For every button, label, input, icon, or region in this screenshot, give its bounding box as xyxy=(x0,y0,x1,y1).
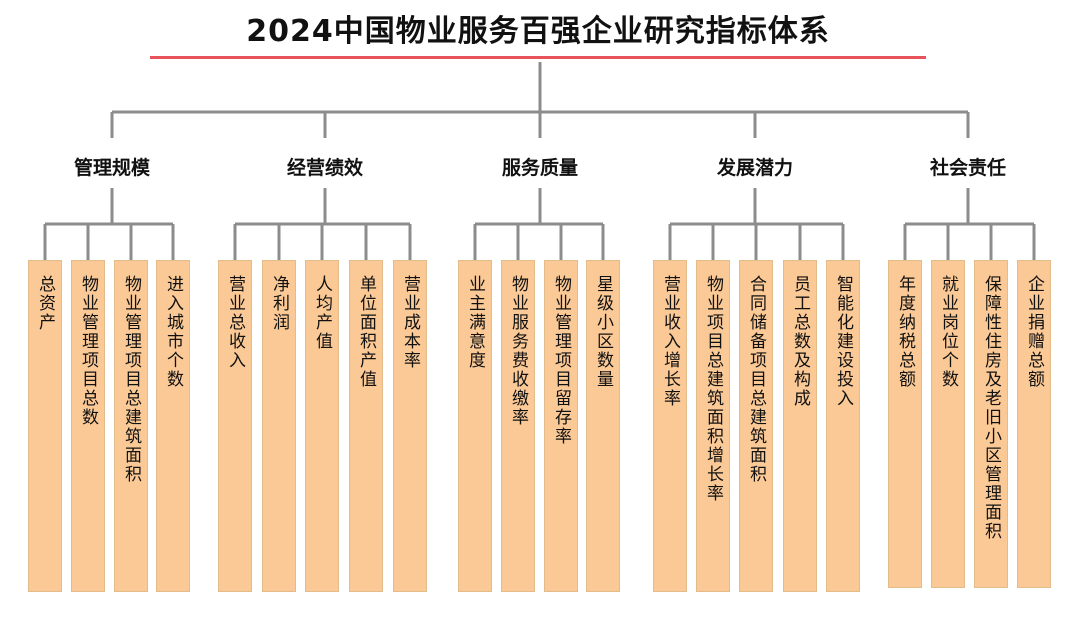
indicator-box: 企业捐赠总额 xyxy=(1017,260,1051,588)
indicator-box: 进入城市个数 xyxy=(156,260,190,592)
indicator-label: 物业项目总建筑面积增长率 xyxy=(703,275,723,503)
indicator-label: 物业服务费收缴率 xyxy=(508,275,528,427)
category-label: 社会责任 xyxy=(929,157,1006,179)
indicator-label: 总资产 xyxy=(35,275,55,332)
indicator-box: 营业收入增长率 xyxy=(653,260,687,592)
indicator-label: 年度纳税总额 xyxy=(895,275,915,389)
indicator-label: 单位面积产值 xyxy=(356,275,376,389)
indicator-box: 年度纳税总额 xyxy=(888,260,922,588)
indicator-box: 营业总收入 xyxy=(218,260,252,592)
indicator-box: 物业项目总建筑面积增长率 xyxy=(696,260,730,592)
indicator-box: 物业管理项目总建筑面积 xyxy=(114,260,148,592)
indicator-label: 业主满意度 xyxy=(465,275,485,370)
indicator-box: 星级小区数量 xyxy=(586,260,620,592)
indicator-box: 物业管理项目留存率 xyxy=(544,260,578,592)
indicator-label: 星级小区数量 xyxy=(593,275,613,389)
indicator-box: 人均产值 xyxy=(305,260,339,592)
indicator-box: 总资产 xyxy=(28,260,62,592)
indicator-box: 业主满意度 xyxy=(458,260,492,592)
indicator-label: 人均产值 xyxy=(312,275,332,351)
indicator-box: 就业岗位个数 xyxy=(931,260,965,588)
category-label: 发展潜力 xyxy=(716,157,793,179)
indicator-label: 物业管理项目留存率 xyxy=(551,275,571,446)
indicator-label: 营业总收入 xyxy=(225,275,245,370)
indicator-label: 就业岗位个数 xyxy=(938,275,958,389)
indicator-box: 物业服务费收缴率 xyxy=(501,260,535,592)
indicator-box: 智能化建设投入 xyxy=(826,260,860,592)
indicator-label: 营业收入增长率 xyxy=(660,275,680,408)
indicator-box: 净利润 xyxy=(262,260,296,592)
indicator-label: 物业管理项目总数 xyxy=(78,275,98,427)
category-label: 服务质量 xyxy=(501,157,578,179)
indicator-label: 净利润 xyxy=(269,275,289,332)
indicator-label: 物业管理项目总建筑面积 xyxy=(121,275,141,484)
indicator-box: 保障性住房及老旧小区管理面积 xyxy=(974,260,1008,588)
indicator-label: 员工总数及构成 xyxy=(790,275,810,408)
indicator-label: 营业成本率 xyxy=(400,275,420,370)
indicator-box: 员工总数及构成 xyxy=(783,260,817,592)
indicator-label: 进入城市个数 xyxy=(163,275,183,389)
indicator-box: 单位面积产值 xyxy=(349,260,383,592)
diagram-title: 2024中国物业服务百强企业研究指标体系 xyxy=(246,14,830,49)
indicator-label: 保障性住房及老旧小区管理面积 xyxy=(981,275,1001,541)
indicator-label: 智能化建设投入 xyxy=(833,275,853,408)
category-label: 经营绩效 xyxy=(286,157,363,179)
title-underline xyxy=(150,56,926,59)
indicator-label: 合同储备项目总建筑面积 xyxy=(746,275,766,484)
category-label: 管理规模 xyxy=(73,157,150,179)
indicator-box: 物业管理项目总数 xyxy=(71,260,105,592)
indicator-box: 合同储备项目总建筑面积 xyxy=(739,260,773,592)
indicator-label: 企业捐赠总额 xyxy=(1024,275,1044,389)
indicator-box: 营业成本率 xyxy=(393,260,427,592)
